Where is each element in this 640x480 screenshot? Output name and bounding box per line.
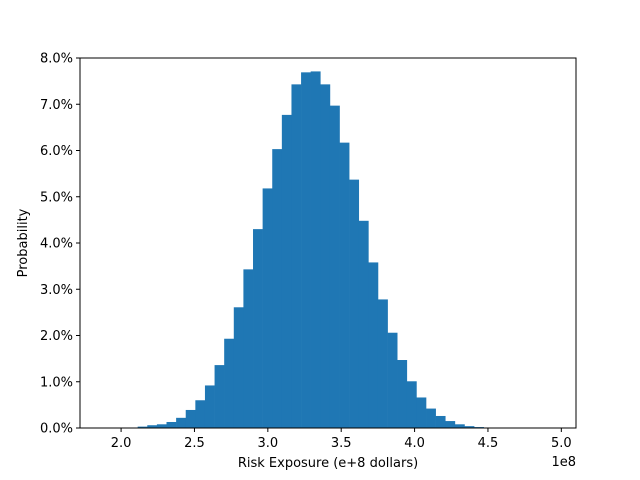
y-tick-label: 0.0% (40, 422, 73, 437)
histogram-bar (329, 105, 340, 428)
histogram-bar (377, 299, 388, 428)
histogram-bar (464, 426, 475, 428)
x-tick-label: 4.5 (478, 436, 499, 451)
histogram-bar (147, 425, 158, 428)
x-tick-label: 2.0 (111, 436, 132, 451)
y-tick-label: 1.0% (40, 375, 73, 390)
histogram-bar (416, 397, 427, 428)
x-tick-label: 5.0 (551, 436, 572, 451)
histogram-bar (435, 415, 446, 428)
histogram-bar (368, 262, 379, 428)
histogram-bar (397, 360, 408, 428)
histogram-bar (224, 338, 235, 428)
histogram-bar (176, 417, 187, 428)
x-axis-label: Risk Exposure (e+8 dollars) (238, 456, 418, 471)
histogram-bar (426, 408, 436, 428)
histogram-bar (291, 84, 302, 429)
x-tick-label: 4.0 (404, 436, 425, 451)
histogram-bars (137, 71, 484, 429)
x-tick-label: 3.0 (257, 436, 278, 451)
histogram-bar (137, 426, 148, 428)
y-tick-label: 4.0% (40, 237, 73, 252)
histogram-bar (320, 84, 331, 429)
histogram-bar (406, 381, 417, 428)
histogram-bar (166, 421, 177, 428)
histogram-bar (349, 179, 360, 428)
x-tick-label: 2.5 (184, 436, 205, 451)
x-axis-ticks: 2.0 2.5 3.0 3.5 4.0 4.5 5.0 (111, 428, 572, 451)
histogram-bar (195, 400, 206, 428)
histogram-bar (185, 409, 196, 428)
y-tick-label: 7.0% (40, 98, 73, 113)
histogram-bar (454, 424, 465, 428)
histogram-bar (253, 229, 263, 428)
histogram-bar (387, 332, 398, 428)
histogram-bar (301, 72, 311, 429)
x-tick-label: 3.5 (331, 436, 352, 451)
y-axis-ticks: 0.0% 1.0% 2.0% 3.0% 4.0% 5.0% 6.0% 7.0% 8.0% (40, 52, 80, 437)
y-tick-label: 3.0% (40, 283, 73, 298)
histogram-bar (272, 149, 283, 429)
histogram-bar (233, 307, 244, 428)
y-tick-label: 2.0% (40, 329, 73, 344)
y-axis-label: Probability (16, 208, 31, 277)
histogram-bar (204, 385, 215, 428)
histogram-bar (445, 421, 456, 428)
histogram-bar (243, 269, 254, 428)
histogram-bar (358, 220, 369, 428)
histogram-bar (339, 142, 350, 428)
histogram-bar (156, 424, 167, 428)
y-tick-label: 8.0% (40, 52, 73, 67)
histogram-bar (262, 188, 273, 428)
y-tick-label: 5.0% (40, 190, 73, 205)
histogram-bar (310, 71, 321, 428)
histogram-bar (214, 365, 225, 428)
x-axis-offset-label: 1e8 (551, 455, 576, 470)
histogram-bar (281, 114, 292, 428)
y-tick-label: 6.0% (40, 144, 73, 159)
